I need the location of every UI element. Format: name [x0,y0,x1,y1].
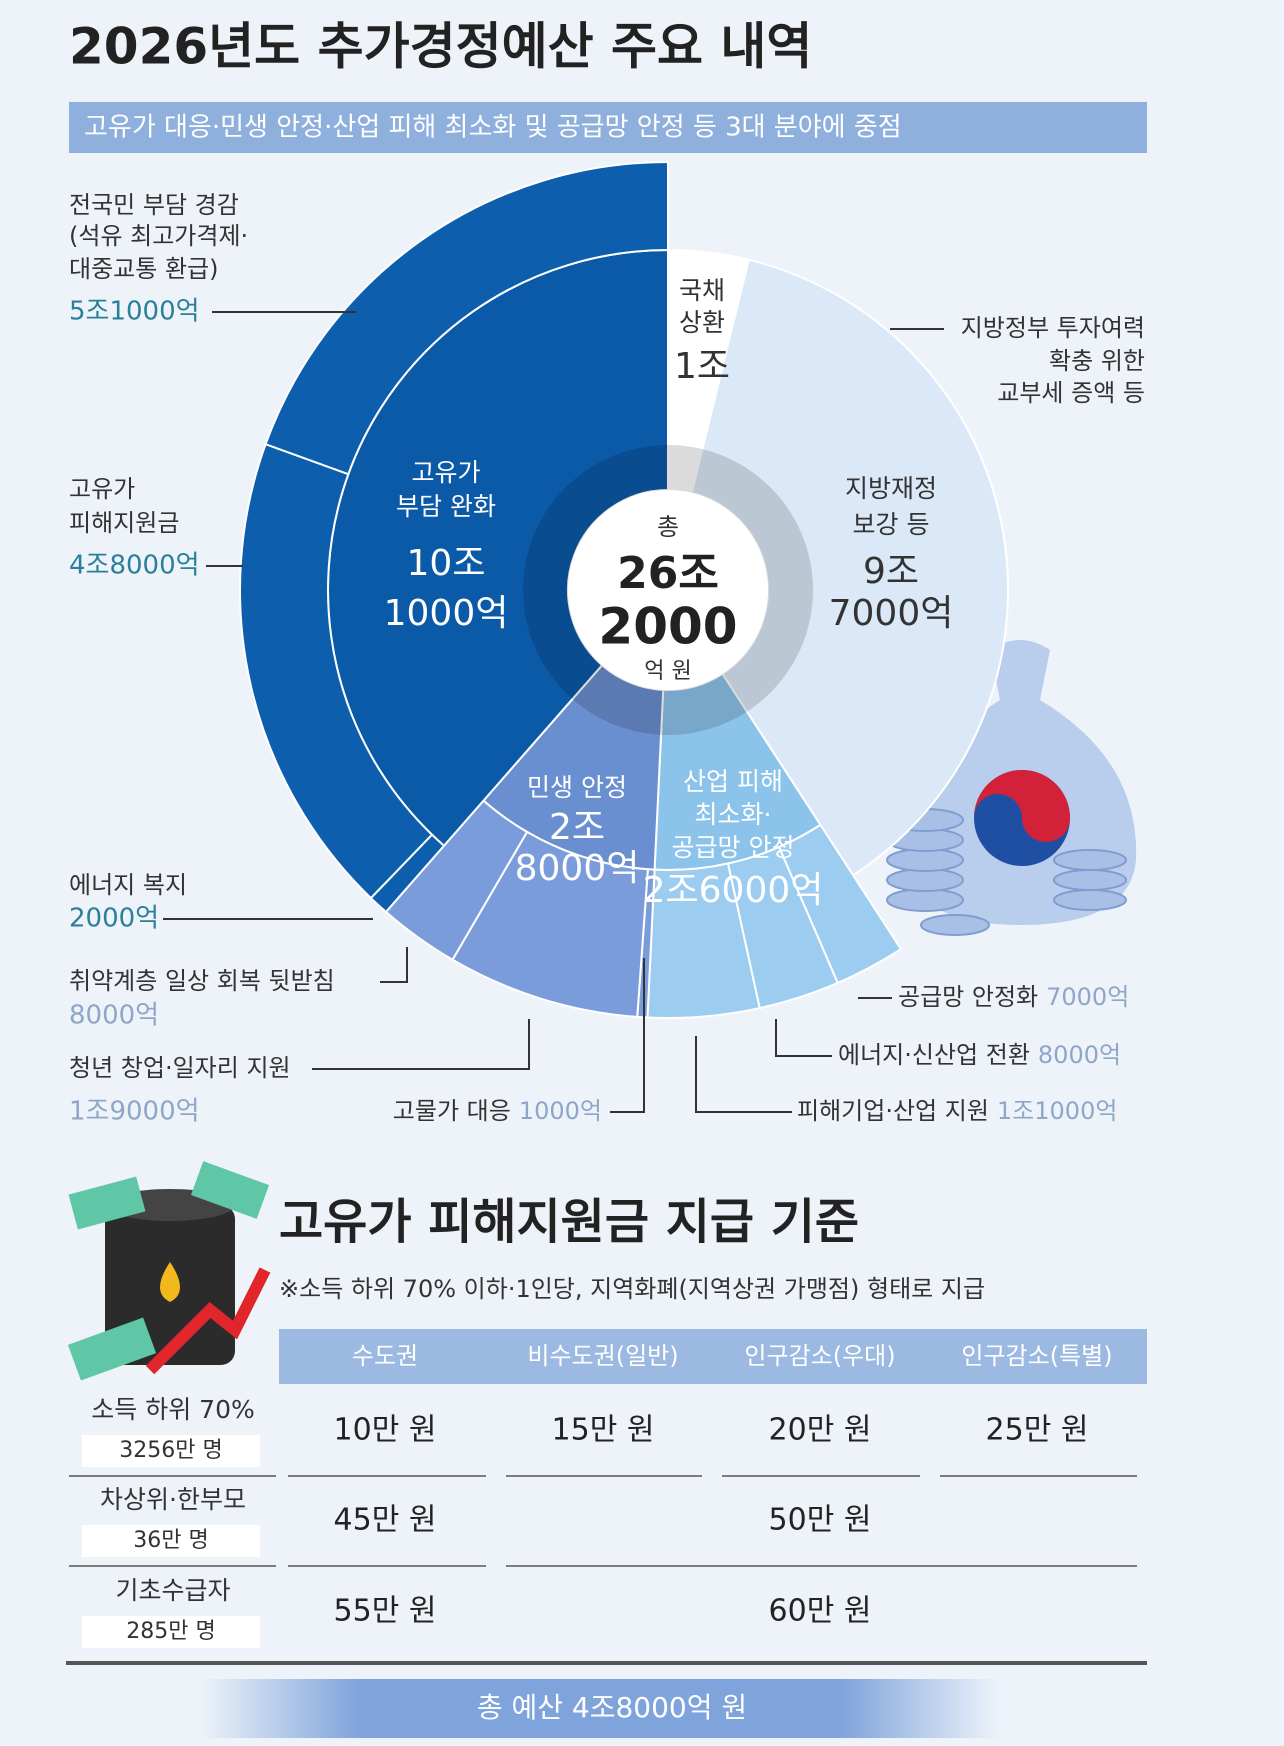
row-count: 36만 명 [133,1528,208,1553]
row-label: 차상위·한부모 [100,1485,246,1514]
segment-value-label: 7000억 [829,593,954,634]
segment-label: 최소화· [695,800,772,829]
child-value-label: 5조1000억 [69,297,200,327]
segment-label: 상환 [679,308,725,337]
child-value-label: 1조9000억 [69,1097,200,1127]
child-name: 피해기업·산업 지원 [797,1097,989,1125]
segment-label: 민생 안정 [527,773,627,802]
segment-label: 고유가 [411,458,480,487]
child-name: 취약계층 일상 회복 뒷받침 [69,967,335,995]
child-value-label: 8000억 [1038,1041,1121,1069]
column-header: 인구감소(우대) [744,1342,895,1370]
leader-line [695,1036,792,1113]
total-value-label: 2000 [598,598,737,656]
row-count: 3256만 명 [119,1438,222,1463]
segment-value-label: 9조 [863,551,919,592]
table-cell: 50만 원 [769,1503,872,1538]
money-bag-illustration [886,640,1137,936]
subtitle: 고유가 대응·민생 안정·산업 피해 최소화 및 공급망 안정 등 3대 분야에… [84,113,902,143]
column-header: 비수도권(일반) [527,1342,678,1370]
count-box [82,1525,260,1557]
row-label: 기초수급자 [115,1576,230,1605]
column-header: 인구감소(특별) [961,1342,1112,1370]
child-value-label: 4조8000억 [69,551,200,581]
child-label: 피해기업·산업 지원 1조1000억 [797,1097,1117,1125]
payment-note: ※소득 하위 70% 이하·1인당, 지역화폐(지역상권 가맹점) 형태로 지급 [279,1275,985,1303]
table-cell: 15만 원 [552,1413,655,1448]
note-text: 교부세 증액 등 [997,379,1145,407]
segment-value-label: 2조 [549,807,605,848]
center-hole [568,490,768,690]
child-label: 에너지·신산업 전환 8000억 [838,1041,1121,1069]
segment-label: 국채 [679,276,725,305]
table-header-band [279,1329,1147,1384]
leader-line [775,1019,832,1057]
segment-value-label: 1000억 [384,593,509,634]
child-name: 에너지 복지 [69,871,187,899]
count-box [82,1616,260,1648]
segment-label: 공급망 안정 [672,833,795,862]
segment-value-label: 1조 [674,346,730,387]
child-name: 에너지·신산업 전환 [838,1041,1030,1069]
segment-label: 보강 등 [853,510,930,539]
segment-value-label: 8000억 [515,848,640,889]
segment-value-label: 10조 [407,543,486,584]
total-band [200,1679,1000,1738]
sunburst [239,160,1009,1019]
outer-wedge [264,160,669,476]
column-header: 수도권 [352,1342,418,1370]
table-cell: 20만 원 [769,1413,872,1448]
note-text: 지방정부 투자여력 [961,314,1145,342]
table-cell: 45만 원 [334,1503,437,1538]
leader-line [380,947,408,983]
segment-label: 지방재정 [845,474,937,503]
child-label: 고물가 대응 1000억 [393,1097,602,1125]
child-name: 공급망 안정화 [898,983,1038,1011]
child-label: 공급망 안정화 7000억 [898,983,1129,1011]
child-value-label: 8000억 [69,1001,159,1031]
leader-line [610,958,645,1113]
segment-label: 산업 피해 [683,767,783,796]
table-cell: 55만 원 [334,1594,437,1629]
center-text: 총 [657,513,679,541]
child-value-label: 1000억 [519,1097,602,1125]
child-name: 고유가 [69,475,135,503]
child-name: 고물가 대응 [393,1097,511,1125]
child-name: 청년 창업·일자리 지원 [69,1054,291,1082]
segment-label: 부담 완화 [396,492,496,521]
title: 2026년도 추가경정예산 주요 내역 [69,18,812,76]
child-value-label: 2000억 [69,904,159,934]
total-value-label: 억 원 [644,659,691,684]
child-name: 피해지원금 [69,509,179,537]
table-cell: 10만 원 [334,1413,437,1448]
note-text: 확충 위한 [1049,347,1145,375]
table-cell: 25만 원 [986,1413,1089,1448]
segment-value-label: 2조6000억 [643,870,824,911]
count-box [82,1435,260,1467]
row-count: 285만 명 [126,1619,215,1644]
payment-title: 고유가 피해지원금 지급 기준 [279,1194,859,1250]
child-name: 대중교통 환급) [69,255,218,283]
child-value-label: 1조1000억 [997,1097,1118,1125]
child-name: 전국민 부담 경감 [69,191,239,219]
oil-barrel-illustration [67,1161,271,1381]
child-value-label: 7000억 [1046,983,1129,1011]
table-cell: 60만 원 [769,1594,872,1629]
subtitle-band [69,102,1147,153]
leader-line [312,1019,530,1070]
child-name: (석유 최고가격제· [69,222,248,250]
row-label: 소득 하위 70% [91,1395,254,1424]
total-value-label: 26조 [617,548,719,599]
inner-ring-shade [523,445,813,735]
payment-total: 총 예산 4조8000억 원 [477,1691,747,1724]
